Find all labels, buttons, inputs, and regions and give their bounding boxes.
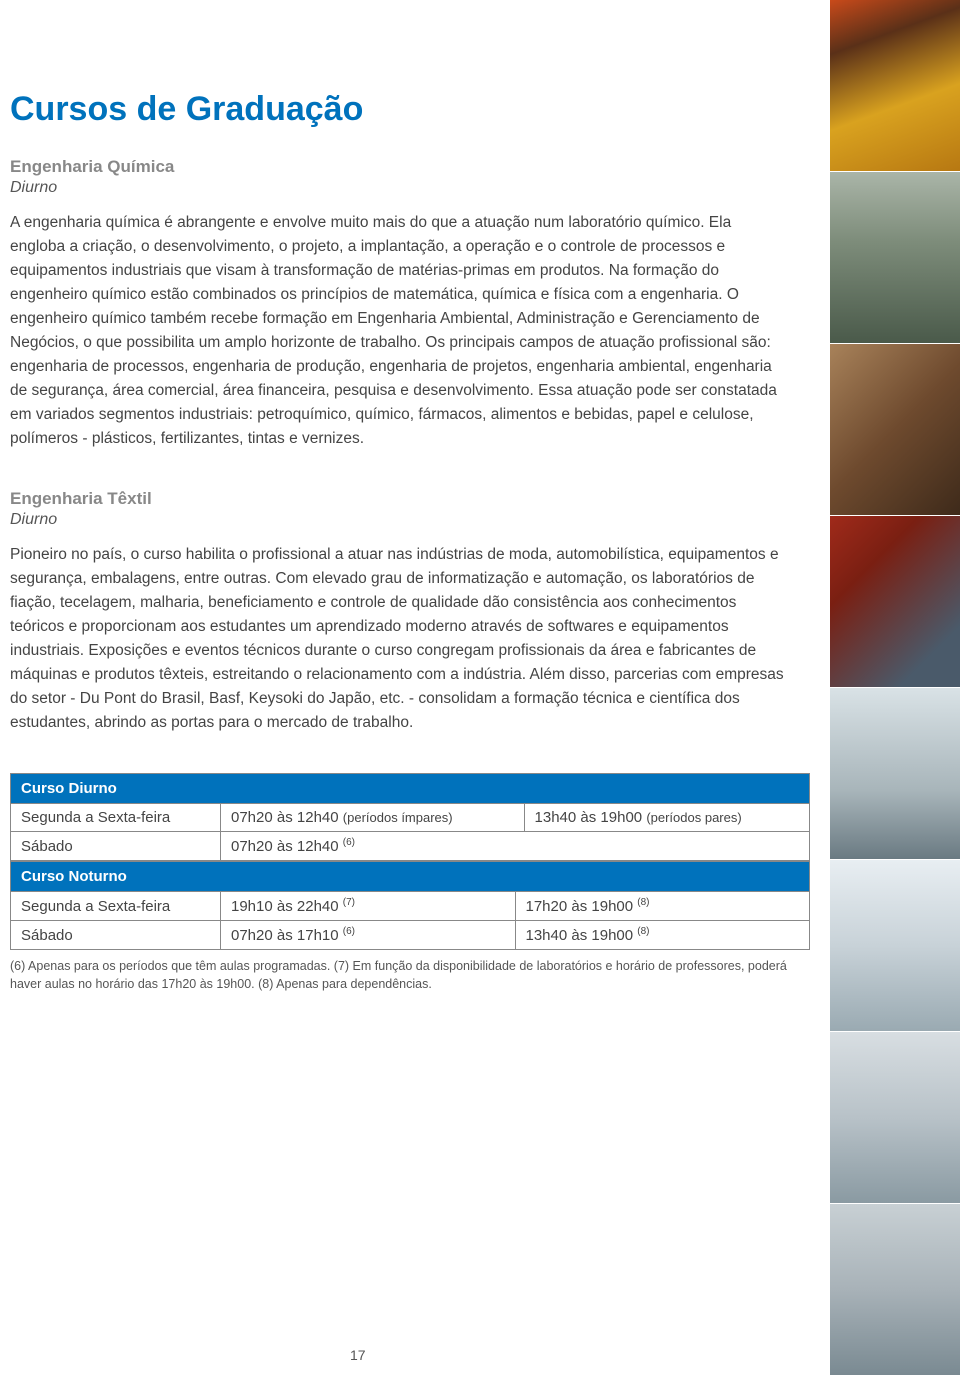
cell-day: Sábado <box>11 921 221 950</box>
sidebar-image-3 <box>830 344 960 516</box>
sidebar-image-2 <box>830 172 960 344</box>
cell-time: 07h20 às 17h10 (6) <box>221 921 516 950</box>
sidebar-image-5 <box>830 688 960 860</box>
cell-time: 17h20 às 19h00 (8) <box>515 892 810 921</box>
section1-heading: Engenharia Química <box>10 157 790 177</box>
time-sup: (8) <box>637 897 649 908</box>
section1-body: A engenharia química é abrangente e envo… <box>10 211 790 451</box>
time-sup: (6) <box>343 926 355 937</box>
sidebar-image-8 <box>830 1204 960 1376</box>
cell-time: 07h20 às 12h40 (períodos ímpares) <box>221 804 525 832</box>
table-diurno: Curso Diurno Segunda a Sexta-feira 07h20… <box>10 773 810 861</box>
cell-time: 13h40 às 19h00 (períodos pares) <box>524 804 809 832</box>
time-note: (períodos ímpares) <box>343 810 453 825</box>
time-text: 13h40 às 19h00 <box>526 927 634 944</box>
table-row: Segunda a Sexta-feira 19h10 às 22h40 (7)… <box>11 892 810 921</box>
image-sidebar <box>830 0 960 1377</box>
section1-sub: Diurno <box>10 179 790 197</box>
page-title: Cursos de Graduação <box>10 90 790 129</box>
time-text: 07h20 às 17h10 <box>231 927 339 944</box>
time-sup: (8) <box>637 926 649 937</box>
page-number: 17 <box>350 1347 366 1363</box>
table1-title: Curso Diurno <box>11 774 810 804</box>
table-noturno: Curso Noturno Segunda a Sexta-feira 19h1… <box>10 861 810 950</box>
cell-time: 07h20 às 12h40 (6) <box>221 832 810 861</box>
section2-sub: Diurno <box>10 511 790 529</box>
main-content: Cursos de Graduação Engenharia Química D… <box>0 0 820 993</box>
time-text: 07h20 às 12h40 <box>231 809 339 826</box>
time-sup: (7) <box>343 897 355 908</box>
sidebar-image-6 <box>830 860 960 1032</box>
time-text: 13h40 às 19h00 <box>535 809 643 826</box>
time-text: 17h20 às 19h00 <box>526 898 634 915</box>
cell-day: Sábado <box>11 832 221 861</box>
table2-title: Curso Noturno <box>11 862 810 892</box>
time-sup: (6) <box>343 837 355 848</box>
cell-time: 19h10 às 22h40 (7) <box>221 892 516 921</box>
section2-body: Pioneiro no país, o curso habilita o pro… <box>10 543 790 735</box>
time-text: 07h20 às 12h40 <box>231 838 339 855</box>
cell-time: 13h40 às 19h00 (8) <box>515 921 810 950</box>
footnotes: (6) Apenas para os períodos que têm aula… <box>10 958 810 993</box>
schedule-tables: Curso Diurno Segunda a Sexta-feira 07h20… <box>10 773 790 993</box>
cell-day: Segunda a Sexta-feira <box>11 892 221 921</box>
sidebar-image-7 <box>830 1032 960 1204</box>
table-row: Sábado 07h20 às 12h40 (6) <box>11 832 810 861</box>
sidebar-image-4 <box>830 516 960 688</box>
table-row: Segunda a Sexta-feira 07h20 às 12h40 (pe… <box>11 804 810 832</box>
table-row: Sábado 07h20 às 17h10 (6) 13h40 às 19h00… <box>11 921 810 950</box>
sidebar-image-1 <box>830 0 960 172</box>
cell-day: Segunda a Sexta-feira <box>11 804 221 832</box>
time-text: 19h10 às 22h40 <box>231 898 339 915</box>
section2-heading: Engenharia Têxtil <box>10 489 790 509</box>
time-note: (períodos pares) <box>646 810 741 825</box>
